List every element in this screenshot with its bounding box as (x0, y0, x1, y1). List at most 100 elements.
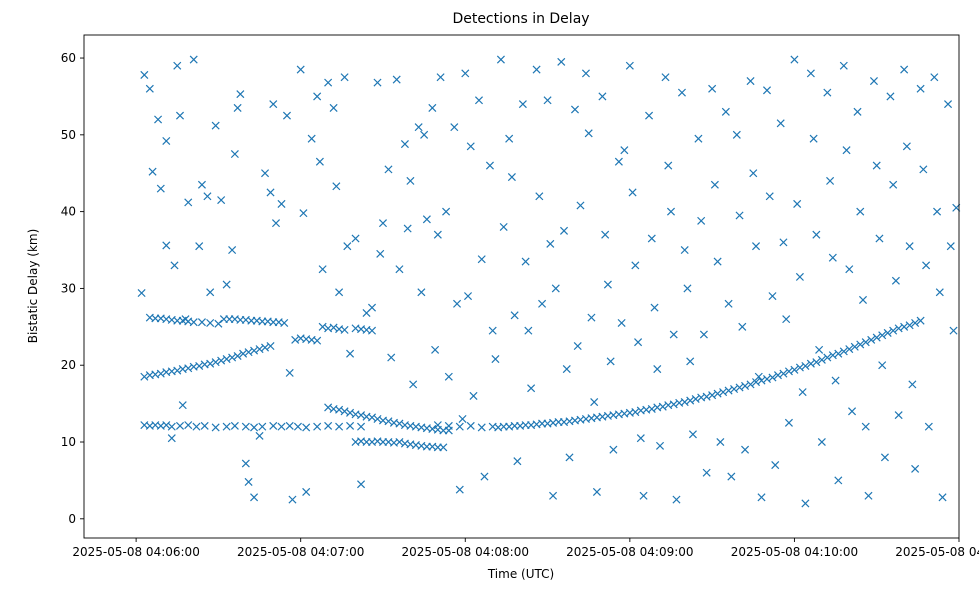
data-point-x-marker (935, 288, 944, 297)
data-point-x-marker (250, 423, 259, 432)
data-point-x-marker (414, 123, 423, 132)
data-point-x-marker (373, 78, 382, 87)
data-point-x-marker (628, 188, 637, 197)
data-point-x-marker (894, 324, 903, 333)
data-point-x-marker (217, 196, 226, 205)
data-point-x-marker (823, 353, 832, 362)
y-axis-label: Bistatic Delay (km) (26, 229, 40, 344)
data-point-x-marker (400, 140, 409, 149)
data-point-x-marker (439, 443, 448, 452)
data-point-x-marker (351, 234, 360, 243)
data-point-x-marker (581, 69, 590, 78)
data-point-x-marker (222, 422, 231, 431)
data-point-x-marker (883, 328, 892, 337)
data-point-x-marker (730, 384, 739, 394)
data-point-x-marker (922, 261, 931, 270)
data-point-x-marker (175, 111, 185, 120)
data-point-x-marker (376, 249, 385, 258)
data-point-x-marker (562, 365, 571, 374)
data-point-x-marker (521, 257, 530, 266)
data-point-x-marker (631, 408, 640, 417)
data-point-x-marker (217, 356, 226, 365)
data-point-x-marker (677, 88, 686, 97)
data-point-x-marker (842, 146, 851, 155)
data-point-x-marker (831, 376, 840, 385)
data-point-x-marker (422, 215, 431, 224)
data-point-x-marker (417, 288, 426, 297)
data-point-x-marker (346, 408, 355, 417)
data-point-x-marker (916, 316, 925, 325)
data-point-x-marker (307, 134, 316, 143)
x-tick-label: 2025-05-08 04:09:00 (566, 545, 693, 559)
data-point-x-marker (848, 407, 857, 416)
data-point-x-marker (762, 86, 772, 95)
data-point-x-marker (137, 289, 146, 298)
data-point-x-marker (702, 468, 711, 477)
data-point-x-marker (428, 103, 437, 112)
data-point-x-marker (282, 111, 292, 120)
data-point-x-marker (872, 161, 881, 170)
data-point-x-marker (513, 457, 522, 466)
data-point-x-marker (713, 257, 722, 266)
data-point-x-marker (173, 61, 182, 70)
data-point-x-marker (647, 404, 656, 414)
data-point-x-marker (442, 207, 451, 216)
data-point-x-marker (162, 241, 171, 250)
data-point-x-marker (244, 348, 253, 357)
data-point-x-marker (233, 351, 242, 361)
data-point-x-marker (230, 150, 239, 159)
data-point-x-marker (507, 173, 516, 182)
data-point-x-marker (565, 453, 574, 462)
data-point-x-marker (782, 315, 791, 324)
data-point-x-marker (664, 161, 673, 170)
data-point-x-marker (826, 176, 835, 185)
x-tick-label: 2025-05-08 04:07:00 (237, 545, 364, 559)
data-point-x-marker (343, 242, 352, 251)
data-point-x-marker (661, 73, 670, 82)
data-point-x-marker (724, 386, 733, 395)
data-point-x-marker (834, 476, 843, 485)
data-point-x-marker (549, 491, 558, 500)
data-point-x-marker (768, 373, 777, 382)
data-point-x-marker (189, 318, 198, 327)
data-point-x-marker (406, 176, 415, 185)
data-point-x-marker (878, 361, 887, 370)
data-point-x-marker (222, 280, 231, 289)
data-point-x-marker (924, 422, 933, 431)
data-point-x-marker (801, 361, 810, 371)
data-point-x-marker (598, 92, 607, 101)
data-point-x-marker (686, 396, 695, 405)
data-point-x-marker (886, 92, 895, 101)
data-point-x-marker (222, 355, 231, 364)
data-point-x-marker (620, 146, 629, 155)
data-point-x-marker (938, 493, 947, 502)
data-point-x-marker (239, 349, 248, 358)
data-point-x-marker (741, 381, 750, 390)
data-point-x-marker (606, 357, 615, 366)
data-point-x-marker (167, 422, 176, 431)
data-point-x-marker (329, 103, 338, 112)
data-point-x-marker (211, 423, 220, 432)
data-point-x-marker (250, 493, 259, 502)
data-point-x-marker (856, 340, 865, 349)
data-point-x-marker (266, 188, 275, 197)
data-point-x-marker (592, 487, 601, 496)
data-point-x-marker (455, 485, 464, 494)
data-point-x-marker (721, 107, 730, 116)
data-point-x-marker (817, 355, 826, 364)
data-point-x-marker (409, 380, 418, 389)
data-point-x-marker (713, 389, 722, 398)
data-point-x-marker (535, 192, 544, 201)
data-point-x-marker (335, 405, 344, 414)
data-point-x-marker (801, 499, 810, 508)
data-point-x-marker (258, 422, 267, 431)
data-point-x-marker (496, 55, 505, 64)
data-point-x-marker (793, 199, 802, 208)
plot-frame (83, 34, 960, 539)
data-point-x-marker (746, 380, 755, 389)
data-point-x-marker (872, 333, 881, 342)
data-point-x-marker (450, 123, 459, 132)
data-point-x-marker (340, 325, 349, 334)
